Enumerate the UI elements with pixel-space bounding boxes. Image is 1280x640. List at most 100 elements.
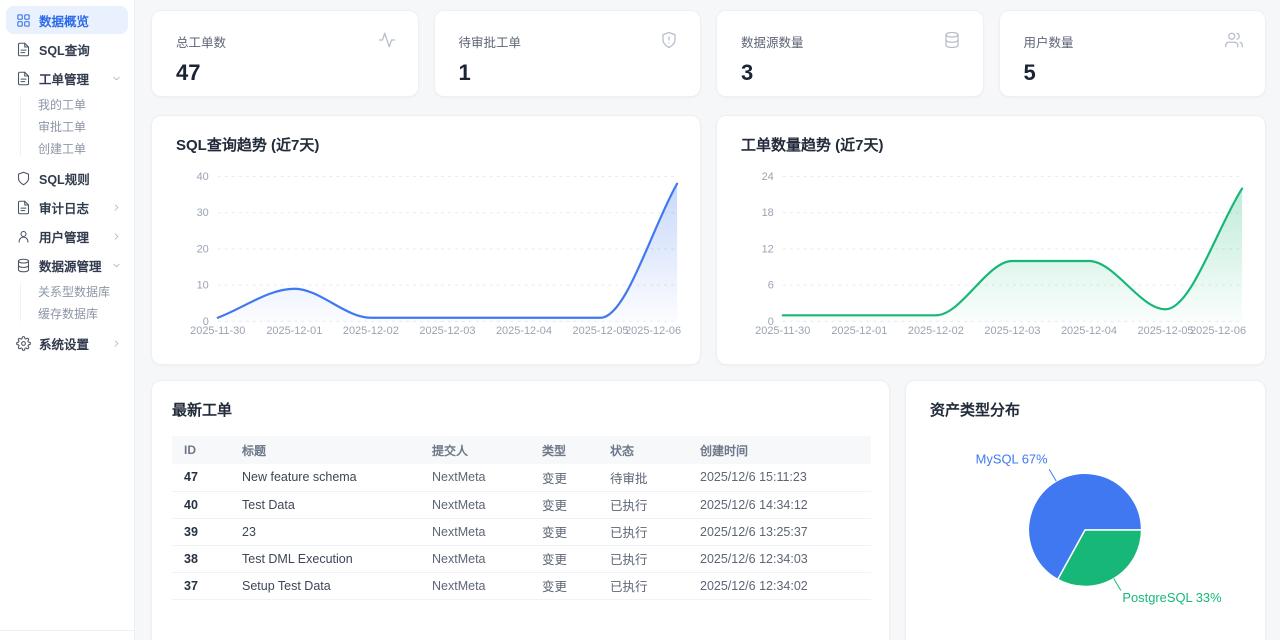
table-cell: 变更 [530, 491, 598, 519]
table-cell: 2025/12/6 12:34:02 [688, 572, 871, 600]
table-cell: 38 [172, 545, 230, 573]
sidebar-item-label: SQL查询 [39, 43, 90, 58]
sidebar-item-1[interactable]: SQL查询 [6, 35, 128, 63]
svg-text:2025-12-01: 2025-12-01 [831, 325, 887, 337]
sidebar-item-5[interactable]: 用户管理 [6, 222, 128, 250]
sidebar-subitem-2-0[interactable]: 我的工单 [38, 97, 87, 112]
sidebar-item-label: 用户管理 [39, 230, 90, 245]
stat-card-3: 用户数量 5 [998, 10, 1266, 97]
sql-trend-chart: 0 10 20 30 40 2025-11-30 2025-12-01 2025-12-02 2… [190, 171, 681, 337]
svg-text:2025-12-03: 2025-12-03 [984, 325, 1040, 337]
svg-text:2025-12-06: 2025-12-06 [625, 325, 681, 337]
table-row[interactable]: 40 Test Data NextMeta 变更 已执行 2025/12/6 14:34:… [172, 491, 871, 519]
svg-text:18: 18 [762, 207, 774, 219]
table-cell: 2025/12/6 14:34:12 [688, 491, 871, 519]
stat-label: 待审批工单 [458, 36, 522, 50]
table-cell: 已执行 [598, 572, 688, 600]
column-header-3: 类型 [542, 443, 567, 458]
sidebar-item-4[interactable]: 审计日志 [6, 193, 128, 221]
sidebar-item-label: 数据源管理 [39, 259, 102, 274]
user-icon [16, 229, 31, 244]
sidebar-subitem-2-1[interactable]: 审批工单 [38, 119, 87, 134]
table-cell: 39 [172, 518, 230, 546]
chevron-right-icon[interactable] [111, 231, 122, 242]
stat-value: 3 [741, 60, 754, 85]
ticket-trend-title: 工单数量趋势 (近7天) [741, 137, 884, 154]
sql-trend-card: SQL查询趋势 (近7天) 0 10 20 30 40 2025-11-30 2025-12… [151, 115, 701, 365]
stat-label: 总工单数 [176, 36, 227, 50]
stat-value: 47 [176, 60, 201, 85]
shield-alert-icon [660, 31, 678, 49]
table-cell: 23 [230, 518, 420, 546]
asset-distribution-title: 资产类型分布 [930, 402, 1021, 419]
sidebar-subitem-2-2[interactable]: 创建工单 [38, 141, 87, 156]
chevron-right-icon[interactable] [111, 202, 122, 213]
charts-row: SQL查询趋势 (近7天) 0 10 20 30 40 2025-11-30 2025-12… [151, 115, 1266, 365]
database-icon [943, 31, 961, 49]
table-cell: 待审批 [598, 464, 688, 492]
sidebar-subitem-6-1[interactable]: 缓存数据库 [38, 306, 99, 321]
file-icon [16, 200, 31, 215]
svg-text:20: 20 [197, 243, 209, 255]
pie-slice-PostgreSQL[interactable] [1056, 529, 1143, 588]
column-header-4: 状态 [610, 443, 635, 458]
table-cell: 2025/12/6 13:25:37 [688, 518, 871, 546]
svg-text:10: 10 [197, 280, 209, 292]
table-cell: 变更 [530, 518, 598, 546]
gear-icon [16, 335, 31, 351]
sidebar-item-label: 系统设置 [39, 337, 90, 352]
table-cell: 2025/12/6 12:34:03 [688, 545, 871, 573]
chevron-right-icon[interactable] [111, 338, 122, 349]
sidebar-item-3[interactable]: SQL规则 [6, 164, 128, 192]
stat-card-2: 数据源数量 3 [716, 10, 984, 97]
table-cell: NextMeta [420, 491, 530, 519]
bottom-row: 最新工单 ID 标题 提交人 类型 状态 创建时间 47 New feature schem… [151, 380, 1266, 640]
database-icon [16, 258, 31, 273]
sidebar-item-label: SQL规则 [39, 172, 90, 187]
stat-card-0: 总工单数 47 [151, 10, 419, 97]
svg-text:40: 40 [197, 171, 209, 183]
sidebar: 数据概览 SQL查询工单管理我的工单审批工单创建工单 SQL规则审计日志用户管理数据… [0, 0, 135, 640]
svg-text:2025-12-02: 2025-12-02 [343, 325, 399, 337]
svg-text:2025-12-04: 2025-12-04 [496, 325, 552, 337]
stats-row: 总工单数 47 待审批工单 1 数据源数量 3 用户数量 5 [151, 10, 1266, 97]
svg-text:24: 24 [762, 171, 774, 183]
sidebar-item-6[interactable]: 数据源管理 [6, 251, 128, 279]
table-row[interactable]: 38 Test DML Execution NextMeta 变更 已执行 2025/12… [172, 545, 871, 573]
main-content: 总工单数 47 待审批工单 1 数据源数量 3 用户数量 5 SQL查询趋势 (近7天) 0 1… [135, 0, 1280, 640]
table-row[interactable]: 39 23 NextMeta 变更 已执行 2025/12/6 13:25:37 [172, 518, 871, 546]
table-cell: Test DML Execution [230, 545, 420, 573]
svg-text:2025-12-01: 2025-12-01 [266, 325, 322, 337]
sidebar-subitem-6-0[interactable]: 关系型数据库 [38, 284, 111, 299]
latest-tickets-card: 最新工单 ID 标题 提交人 类型 状态 创建时间 47 New feature schem… [151, 380, 890, 640]
table-row[interactable]: 47 New feature schema NextMeta 变更 待审批 2025/12… [172, 464, 871, 492]
table-cell: 变更 [530, 572, 598, 600]
users-icon [1225, 31, 1243, 49]
sidebar-nav: 数据概览 SQL查询工单管理我的工单审批工单创建工单 SQL规则审计日志用户管理数据… [6, 6, 128, 357]
sidebar-sublist-6: 关系型数据库 缓存数据库 [6, 280, 128, 324]
sidebar-sublist-2: 我的工单审批工单创建工单 [6, 93, 128, 159]
file-icon [16, 71, 31, 86]
svg-text:2025-12-03: 2025-12-03 [419, 325, 475, 337]
chevron-down-icon[interactable] [111, 260, 122, 271]
column-header-2: 提交人 [432, 443, 469, 458]
file-icon [16, 42, 31, 57]
table-cell: 40 [172, 491, 230, 519]
stat-label: 用户数量 [1023, 36, 1074, 50]
chevron-down-icon[interactable] [111, 73, 122, 84]
table-cell: NextMeta [420, 518, 530, 546]
pie-slice-MySQL[interactable] [1027, 472, 1143, 581]
activity-icon [378, 31, 396, 49]
sidebar-item-2[interactable]: 工单管理 [6, 64, 128, 92]
svg-text:0: 0 [203, 316, 209, 328]
sidebar-item-0[interactable]: 数据概览 [6, 6, 128, 34]
ticket-trend-card: 工单数量趋势 (近7天) 0 6 12 18 24 2025-11-30 2025-12-0… [716, 115, 1266, 365]
table-cell: 已执行 [598, 491, 688, 519]
sidebar-item-7[interactable]: 系统设置 [6, 329, 128, 357]
svg-text:30: 30 [197, 207, 209, 219]
grid-icon [16, 13, 31, 28]
table-row[interactable]: 37 Setup Test Data NextMeta 变更 已执行 2025/12/6 … [172, 572, 871, 600]
column-header-0: ID [184, 443, 196, 457]
shield-icon [16, 171, 31, 186]
